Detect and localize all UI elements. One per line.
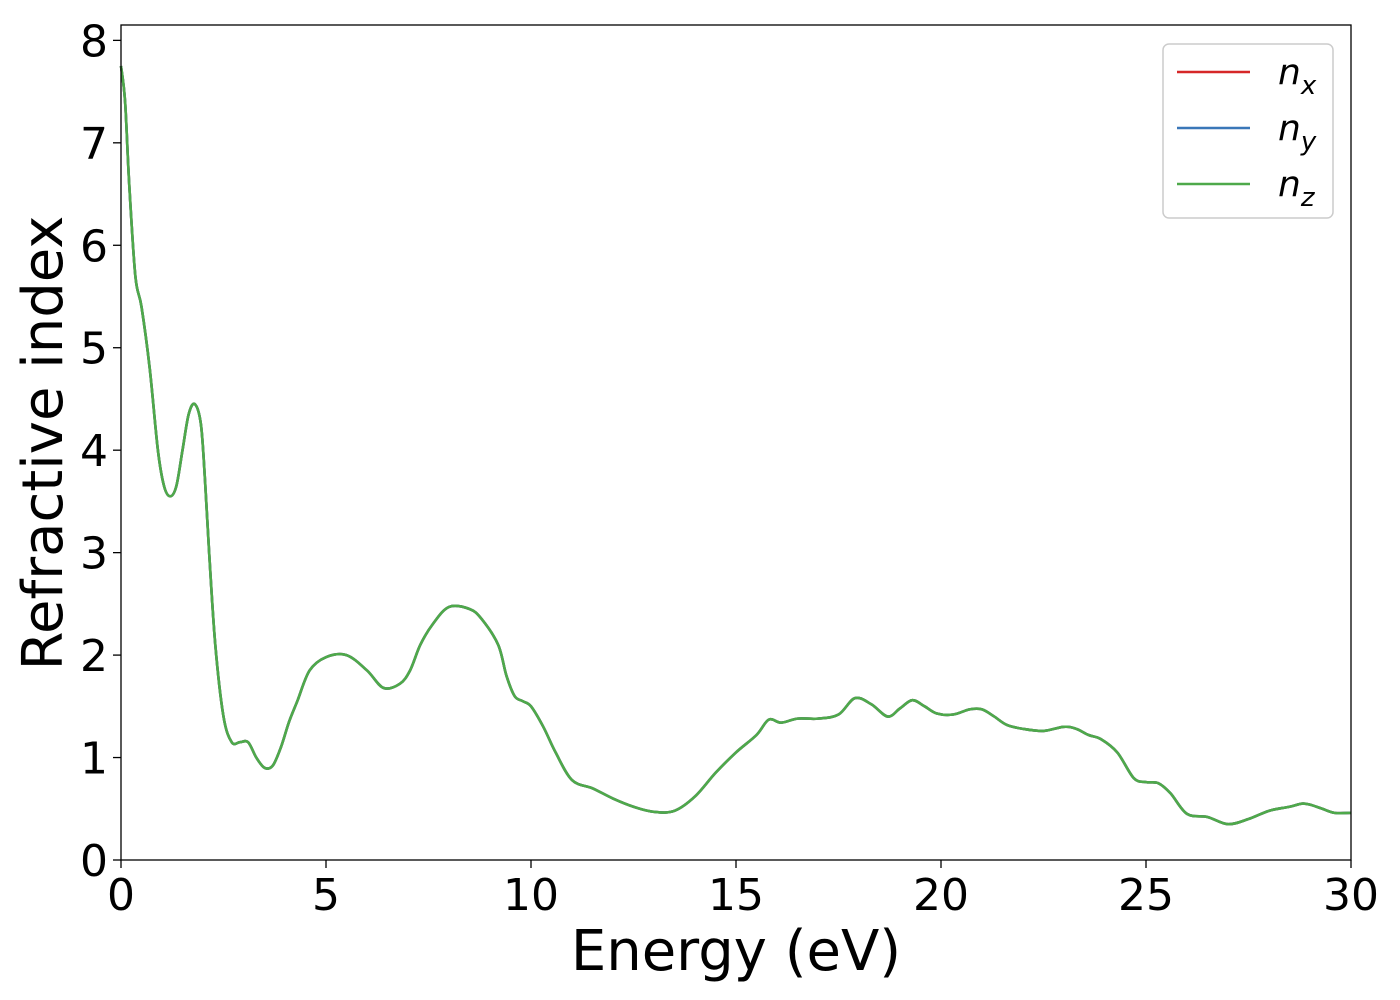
x-axis-title: Energy (eV) [571, 919, 901, 984]
x-tick-label: 0 [107, 870, 135, 921]
x-tick-label: 25 [1118, 870, 1174, 921]
x-tick-label: 15 [708, 870, 764, 921]
y-tick-label: 0 [80, 836, 108, 887]
x-tick-label: 5 [312, 870, 340, 921]
y-tick-label: 1 [80, 734, 108, 785]
y-tick-label: 7 [80, 119, 108, 170]
x-tick-label: 10 [503, 870, 559, 921]
x-axis-ticks: 0 5 10 15 20 25 30 [107, 860, 1379, 921]
series-line-nz [119, 65, 1352, 826]
y-axis-ticks: 0 1 2 3 4 5 6 7 8 [80, 16, 121, 887]
y-tick-label: 3 [80, 529, 108, 580]
y-tick-label: 4 [80, 426, 108, 477]
y-axis-title: Refractive index [11, 216, 76, 671]
legend-box [1162, 43, 1334, 219]
legend-label-nx: nx [1278, 52, 1317, 101]
series-layer [119, 65, 1352, 826]
legend: nx ny nz [1162, 43, 1334, 219]
y-tick-label: 6 [80, 221, 108, 272]
y-tick-label: 8 [80, 16, 108, 67]
legend-label-ny: ny [1278, 108, 1317, 157]
x-tick-label: 30 [1323, 870, 1379, 921]
y-tick-label: 5 [80, 324, 108, 375]
plot-background [121, 25, 1351, 860]
y-tick-label: 2 [80, 631, 108, 682]
x-tick-label: 20 [913, 870, 969, 921]
legend-label-nz: nz [1278, 164, 1316, 213]
